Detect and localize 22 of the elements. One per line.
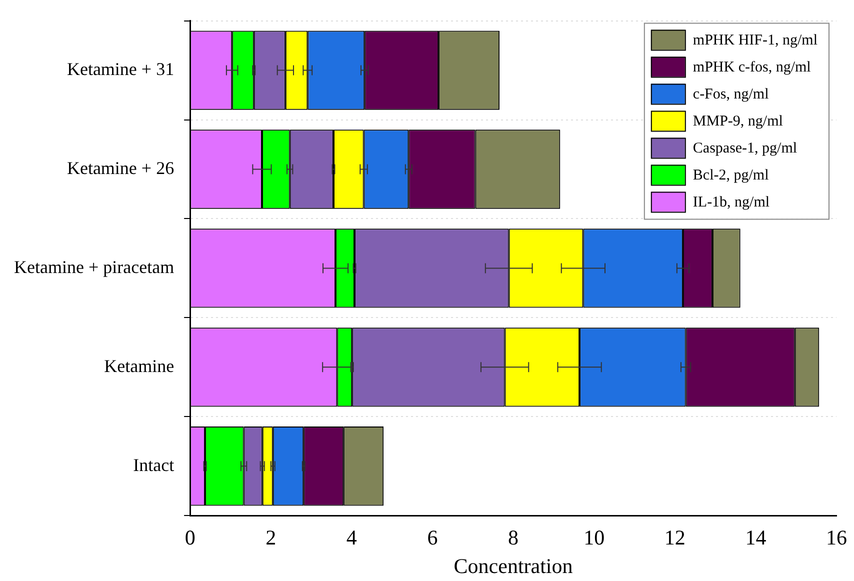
legend-label: mPHK c-fos, ng/ml: [692, 60, 811, 76]
legend-label: IL-1b, ng/ml: [692, 194, 770, 211]
legend-label: Bcl-2, pg/ml: [692, 168, 769, 184]
legend-label: c-Fos, ng/ml: [692, 86, 769, 103]
y-tick-label: Intact: [133, 454, 174, 475]
legend-label: Caspase-1, pg/ml: [692, 140, 798, 157]
x-tick-label: 2: [266, 526, 276, 550]
legend-label: mPHK HIF-1, ng/ml: [692, 32, 818, 49]
y-tick-label: Ketamine + piracetam: [14, 256, 174, 277]
y-tick-label: Ketamine: [104, 356, 174, 376]
x-tick-label: 0: [184, 526, 196, 550]
x-tick-label: 10: [584, 526, 605, 550]
x-tick-label: 8: [508, 526, 519, 550]
legend-label: MMP-9, ng/ml: [692, 114, 783, 130]
x-tick-label: 4: [346, 526, 358, 550]
x-tick-label: 6: [427, 526, 438, 550]
y-tick-label: Ketamine + 26: [66, 158, 174, 178]
x-tick-label: 12: [664, 526, 686, 550]
x-axis-title: Concentration: [454, 554, 574, 578]
x-tick-label: 14: [745, 526, 767, 550]
x-tick-label: 16: [826, 526, 847, 550]
y-tick-label: Ketamine + 31: [66, 59, 174, 80]
